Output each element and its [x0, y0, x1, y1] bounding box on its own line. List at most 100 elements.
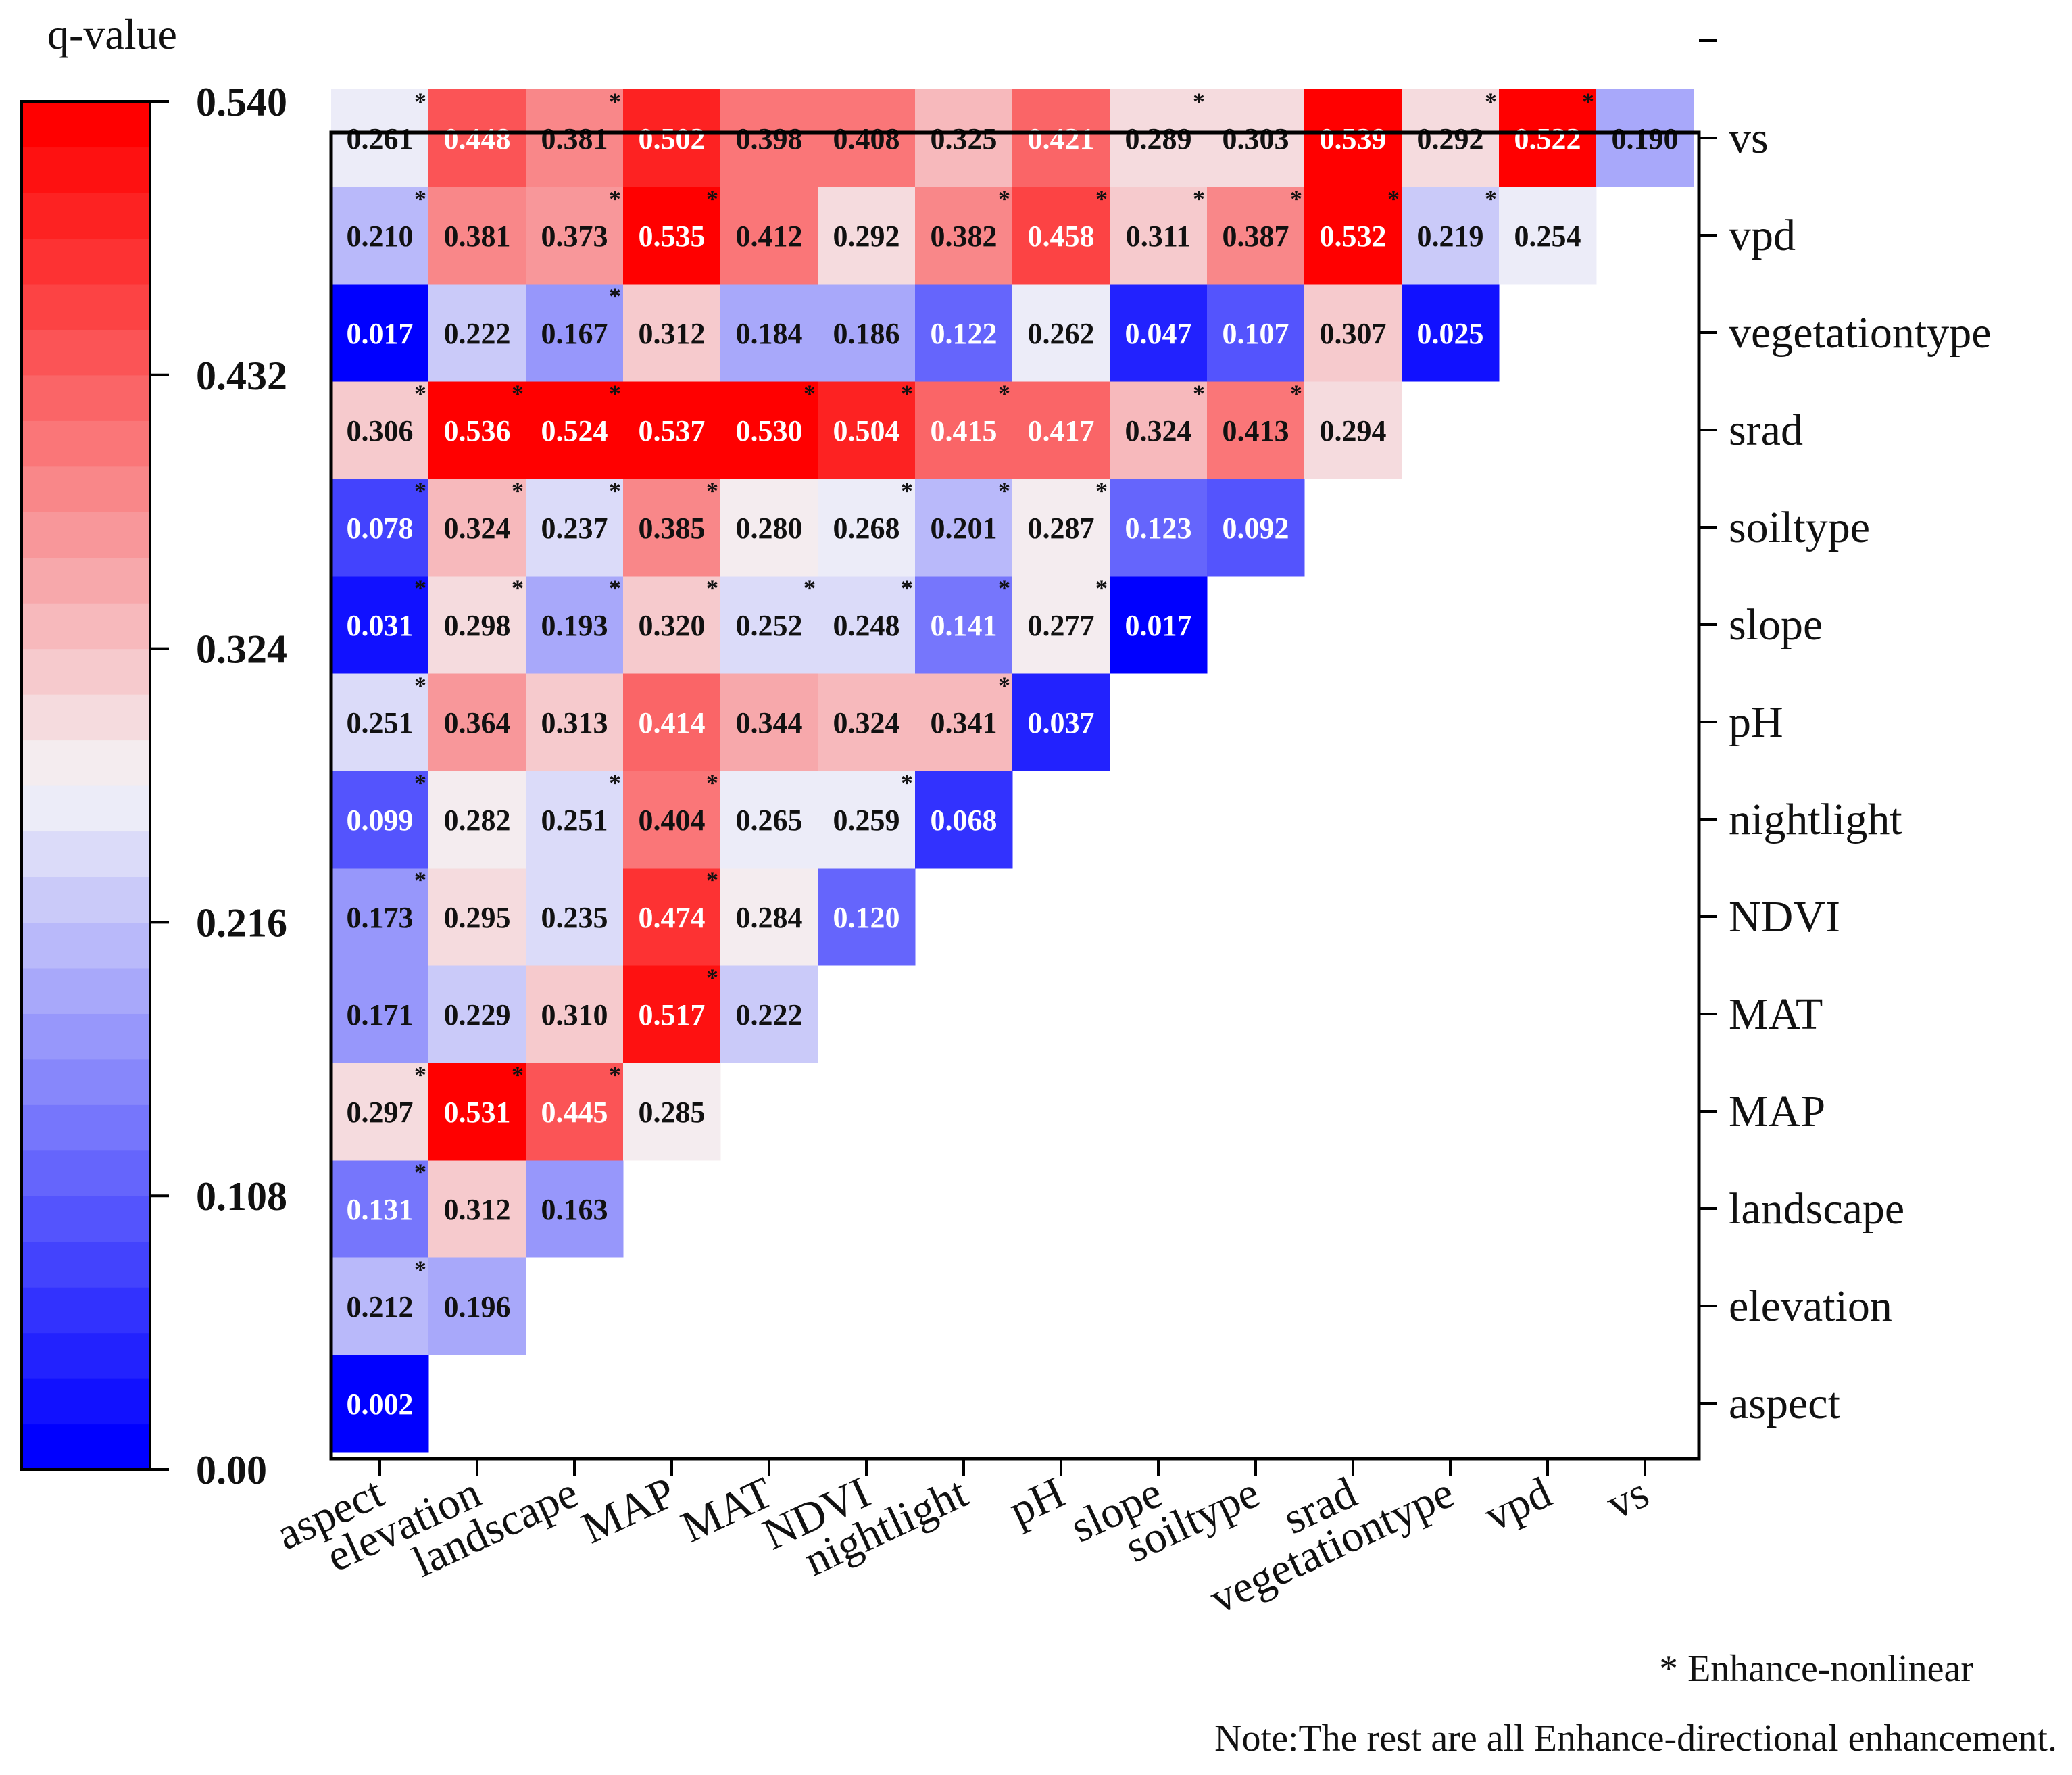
heatmap-cell: [428, 187, 526, 285]
cell-value-label: 0.295: [444, 901, 511, 934]
heatmap-cell: [331, 868, 429, 966]
heatmap-cell: [1110, 576, 1208, 674]
cell-value-label: 0.535: [639, 220, 706, 253]
colorbar-segment: [22, 557, 150, 604]
legend-directional-note: Note:The rest are all Enhance-directiona…: [1214, 1718, 2057, 1759]
colorbar-segment: [22, 329, 150, 376]
heatmap-cell: [1304, 89, 1402, 187]
cell-value-label: 0.294: [1320, 414, 1387, 447]
nonlinear-star-marker: *: [1095, 575, 1108, 602]
nonlinear-star-marker: *: [706, 185, 718, 212]
colorbar-segment: [22, 1150, 150, 1196]
colorbar-segment: [22, 1196, 150, 1242]
heatmap-cell: [623, 576, 721, 674]
y-tick-label: landscape: [1729, 1184, 1904, 1234]
heatmap-cell: [331, 576, 429, 674]
heatmap-cell: [331, 771, 429, 869]
cell-value-label: 0.537: [639, 414, 706, 447]
colorbar-title: q-value: [47, 10, 177, 58]
cell-value-label: 0.324: [1125, 414, 1192, 447]
cell-value-label: 0.404: [639, 804, 706, 837]
cell-value-label: 0.313: [541, 706, 608, 739]
nonlinear-star-marker: *: [706, 575, 718, 602]
cell-value-label: 0.312: [444, 1193, 511, 1226]
nonlinear-star-marker: *: [1193, 88, 1205, 115]
heatmap-cell: [720, 284, 818, 382]
cell-value-label: 0.237: [541, 512, 608, 545]
heatmap-cell: [818, 89, 916, 187]
heatmap-cell: [526, 479, 624, 577]
heatmap-cell: [526, 673, 624, 771]
cell-value-label: 0.448: [444, 122, 511, 155]
cell-value-label: 0.068: [931, 804, 997, 837]
cell-value-label: 0.251: [347, 706, 414, 739]
cell-value-label: 0.504: [833, 414, 900, 447]
cell-value-label: 0.539: [1320, 122, 1387, 155]
nonlinear-star-marker: *: [1387, 185, 1400, 212]
cell-value-label: 0.502: [639, 122, 706, 155]
heatmap-cell: [623, 868, 721, 966]
cell-value-label: 0.415: [931, 414, 997, 447]
cell-value-label: 0.201: [931, 512, 997, 545]
cell-value-label: 0.517: [639, 998, 706, 1031]
heatmap-cell: [623, 284, 721, 382]
cell-value-label: 0.252: [736, 609, 803, 642]
heatmap-cell: [526, 1063, 624, 1161]
cell-value-label: 0.196: [444, 1290, 511, 1323]
nonlinear-star-marker: *: [706, 964, 718, 991]
colorbar-segment: [22, 922, 150, 969]
colorbar: q-value 0.00 0.108 0.216 0.324 0.432 0.540: [20, 10, 287, 1492]
cell-value-label: 0.173: [347, 901, 414, 934]
heatmap-cell: [1207, 187, 1305, 285]
heatmap-cell: [428, 381, 526, 479]
y-tick-label: elevation: [1729, 1282, 1892, 1331]
heatmap-cell: [720, 771, 818, 869]
heatmap-cell: [818, 673, 916, 771]
heatmap-cell: [720, 479, 818, 577]
cell-value-label: 0.458: [1028, 220, 1095, 253]
heatmap-cell: [331, 1355, 429, 1453]
cell-value-label: 0.099: [347, 804, 414, 837]
heatmap-cell: [818, 771, 916, 869]
nonlinear-star-marker: *: [901, 477, 913, 504]
cell-value-label: 0.310: [541, 998, 608, 1031]
colorbar-segment: [22, 420, 150, 467]
cell-value-label: 0.344: [736, 706, 803, 739]
colorbar-segment: [22, 648, 150, 695]
nonlinear-star-marker: *: [901, 769, 913, 796]
heatmap-cell: [526, 965, 624, 1063]
cell-value-label: 0.248: [833, 609, 900, 642]
heatmap-cell: [720, 576, 818, 674]
cell-value-label: 0.324: [444, 512, 511, 545]
heatmap-cell: [331, 479, 429, 577]
cell-value-label: 0.259: [833, 804, 900, 837]
nonlinear-star-marker: *: [998, 672, 1010, 699]
y-tick-label: slope: [1729, 600, 1823, 650]
colorbar-segment: [22, 101, 150, 148]
cell-value-label: 0.522: [1514, 122, 1581, 155]
heatmap-cell: [331, 381, 429, 479]
heatmap-cell: [1304, 187, 1402, 285]
nonlinear-star-marker: *: [1290, 185, 1302, 212]
y-tick-label: vpd: [1729, 211, 1796, 260]
cell-value-label: 0.532: [1320, 220, 1387, 253]
colorbar-segment: [22, 603, 150, 650]
x-tick-label: vs: [1599, 1467, 1656, 1529]
heatmap-cell: [818, 576, 916, 674]
nonlinear-star-marker: *: [414, 1061, 426, 1088]
cell-value-label: 0.303: [1223, 122, 1289, 155]
heatmap-cell: [1012, 89, 1110, 187]
cell-value-label: 0.280: [736, 512, 803, 545]
heatmap-cell: [1012, 187, 1110, 285]
heatmap-cell: [915, 771, 1013, 869]
x-tick-label: vpd: [1477, 1467, 1559, 1540]
heatmap-cell: [1012, 479, 1110, 577]
heatmap-cell: [818, 284, 916, 382]
nonlinear-star-marker: *: [414, 769, 426, 796]
cell-value-label: 0.292: [833, 220, 900, 253]
heatmap-cell: [915, 479, 1013, 577]
heatmap-cell: [1110, 284, 1208, 382]
heatmap-cell: [720, 673, 818, 771]
heatmap-cell: [915, 89, 1013, 187]
heatmap-cell: [1402, 89, 1500, 187]
